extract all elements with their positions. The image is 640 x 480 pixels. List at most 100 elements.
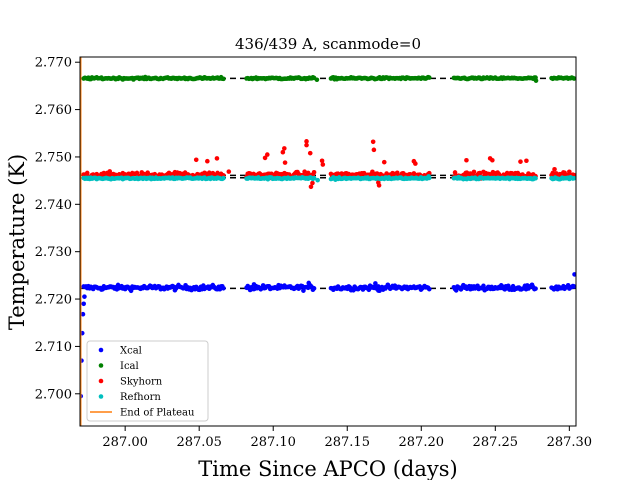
data-point <box>464 157 469 163</box>
legend-label: Xcal <box>120 346 142 357</box>
data-point <box>319 158 325 164</box>
data-point <box>571 284 576 289</box>
axes-frame <box>79 56 577 427</box>
data-point <box>311 286 317 291</box>
data-point <box>376 183 382 188</box>
y-tick-label: 2.760 <box>35 103 72 118</box>
data-point <box>571 76 576 81</box>
legend-label: Refhorn <box>120 392 161 403</box>
legend-box <box>86 340 209 422</box>
data-point <box>314 77 320 83</box>
y-tick-label: 2.700 <box>35 387 72 402</box>
data-point <box>221 286 226 291</box>
data-point <box>371 147 377 153</box>
legend: Xcal Ical Skyhorn Refhorn End of Plateau <box>86 340 209 422</box>
data-point <box>193 157 199 163</box>
x-tick-label: 287.00 <box>102 435 148 450</box>
plot-area <box>80 57 576 426</box>
data-point <box>221 175 226 181</box>
data-point <box>226 169 232 174</box>
legend-entry-ical: Ical <box>98 361 139 372</box>
legend-marker <box>98 394 104 399</box>
x-tick-label: 287.30 <box>547 435 593 450</box>
data-point <box>302 169 307 174</box>
data-point <box>304 139 309 144</box>
data-point <box>306 280 312 286</box>
x-tick-label: 287.05 <box>176 435 222 450</box>
data-point <box>361 170 367 176</box>
y-tick-label: 2.710 <box>35 340 72 355</box>
data-point <box>304 142 309 148</box>
data-point <box>251 282 257 287</box>
data-point <box>518 159 523 164</box>
data-point <box>490 169 496 175</box>
data-point <box>373 281 378 286</box>
data-point <box>533 286 538 291</box>
data-point <box>282 146 287 151</box>
data-point <box>452 170 458 175</box>
legend-entry-end-of-plateau: End of Plateau <box>90 408 195 419</box>
data-point <box>426 286 432 292</box>
data-point <box>262 155 268 161</box>
data-point <box>477 170 483 176</box>
data-point <box>282 160 288 165</box>
data-point <box>134 170 140 176</box>
data-point <box>370 139 376 145</box>
y-tick-label: 2.730 <box>35 245 72 260</box>
data-point <box>80 311 86 317</box>
data-point <box>315 177 320 183</box>
plot-clip-group <box>80 57 576 426</box>
legend-entry-refhorn: Refhorn <box>98 392 161 403</box>
data-point <box>107 169 113 174</box>
legend-entry-skyhorn: Skyhorn <box>98 377 163 388</box>
data-point <box>81 301 86 307</box>
legend-label: Ical <box>120 361 139 372</box>
data-point <box>490 157 495 163</box>
data-point <box>308 184 314 190</box>
data-point <box>310 180 315 186</box>
data-point <box>413 161 418 166</box>
data-point <box>280 149 286 155</box>
legend-label: Skyhorn <box>120 377 163 388</box>
data-point <box>205 158 210 164</box>
y-tick-label: 2.740 <box>35 198 72 213</box>
data-point <box>333 177 338 182</box>
data-point <box>533 175 538 181</box>
data-point <box>214 156 220 161</box>
data-point <box>426 174 431 179</box>
data-point <box>552 166 557 172</box>
legend-entry-xcal: Xcal <box>98 346 142 357</box>
data-point <box>265 152 270 157</box>
data-point <box>481 283 486 289</box>
data-point <box>571 175 576 181</box>
data-point <box>311 175 317 181</box>
data-point <box>320 162 326 167</box>
data-point <box>524 158 529 164</box>
data-point <box>221 76 226 82</box>
data-point <box>182 170 188 175</box>
data-point <box>84 170 90 176</box>
legend-marker <box>98 363 104 368</box>
x-tick-label: 287.20 <box>399 435 445 450</box>
y-tick-label: 2.750 <box>35 150 72 165</box>
data-point <box>426 75 432 80</box>
legend-marker <box>98 347 104 353</box>
x-tick-label: 287.10 <box>250 435 296 450</box>
data-point <box>82 294 87 299</box>
series-ical <box>81 74 576 83</box>
data-point <box>572 272 576 277</box>
chart-title: 436/439 A, scanmode=0 <box>235 35 421 53</box>
x-axis-label: Time Since APCO (days) <box>198 457 457 480</box>
series-refhorn <box>81 174 576 183</box>
x-tick-label: 287.15 <box>324 435 370 450</box>
legend-label: End of Plateau <box>120 408 195 419</box>
y-axis-label: Temperature (K) <box>5 154 29 330</box>
x-tick-label: 287.25 <box>473 435 519 450</box>
series-xcal <box>80 272 576 399</box>
y-tick-label: 2.770 <box>35 56 72 71</box>
data-point <box>311 169 317 175</box>
y-tick-label: 2.720 <box>35 293 72 308</box>
legend-marker <box>98 378 104 384</box>
data-point <box>471 169 477 175</box>
